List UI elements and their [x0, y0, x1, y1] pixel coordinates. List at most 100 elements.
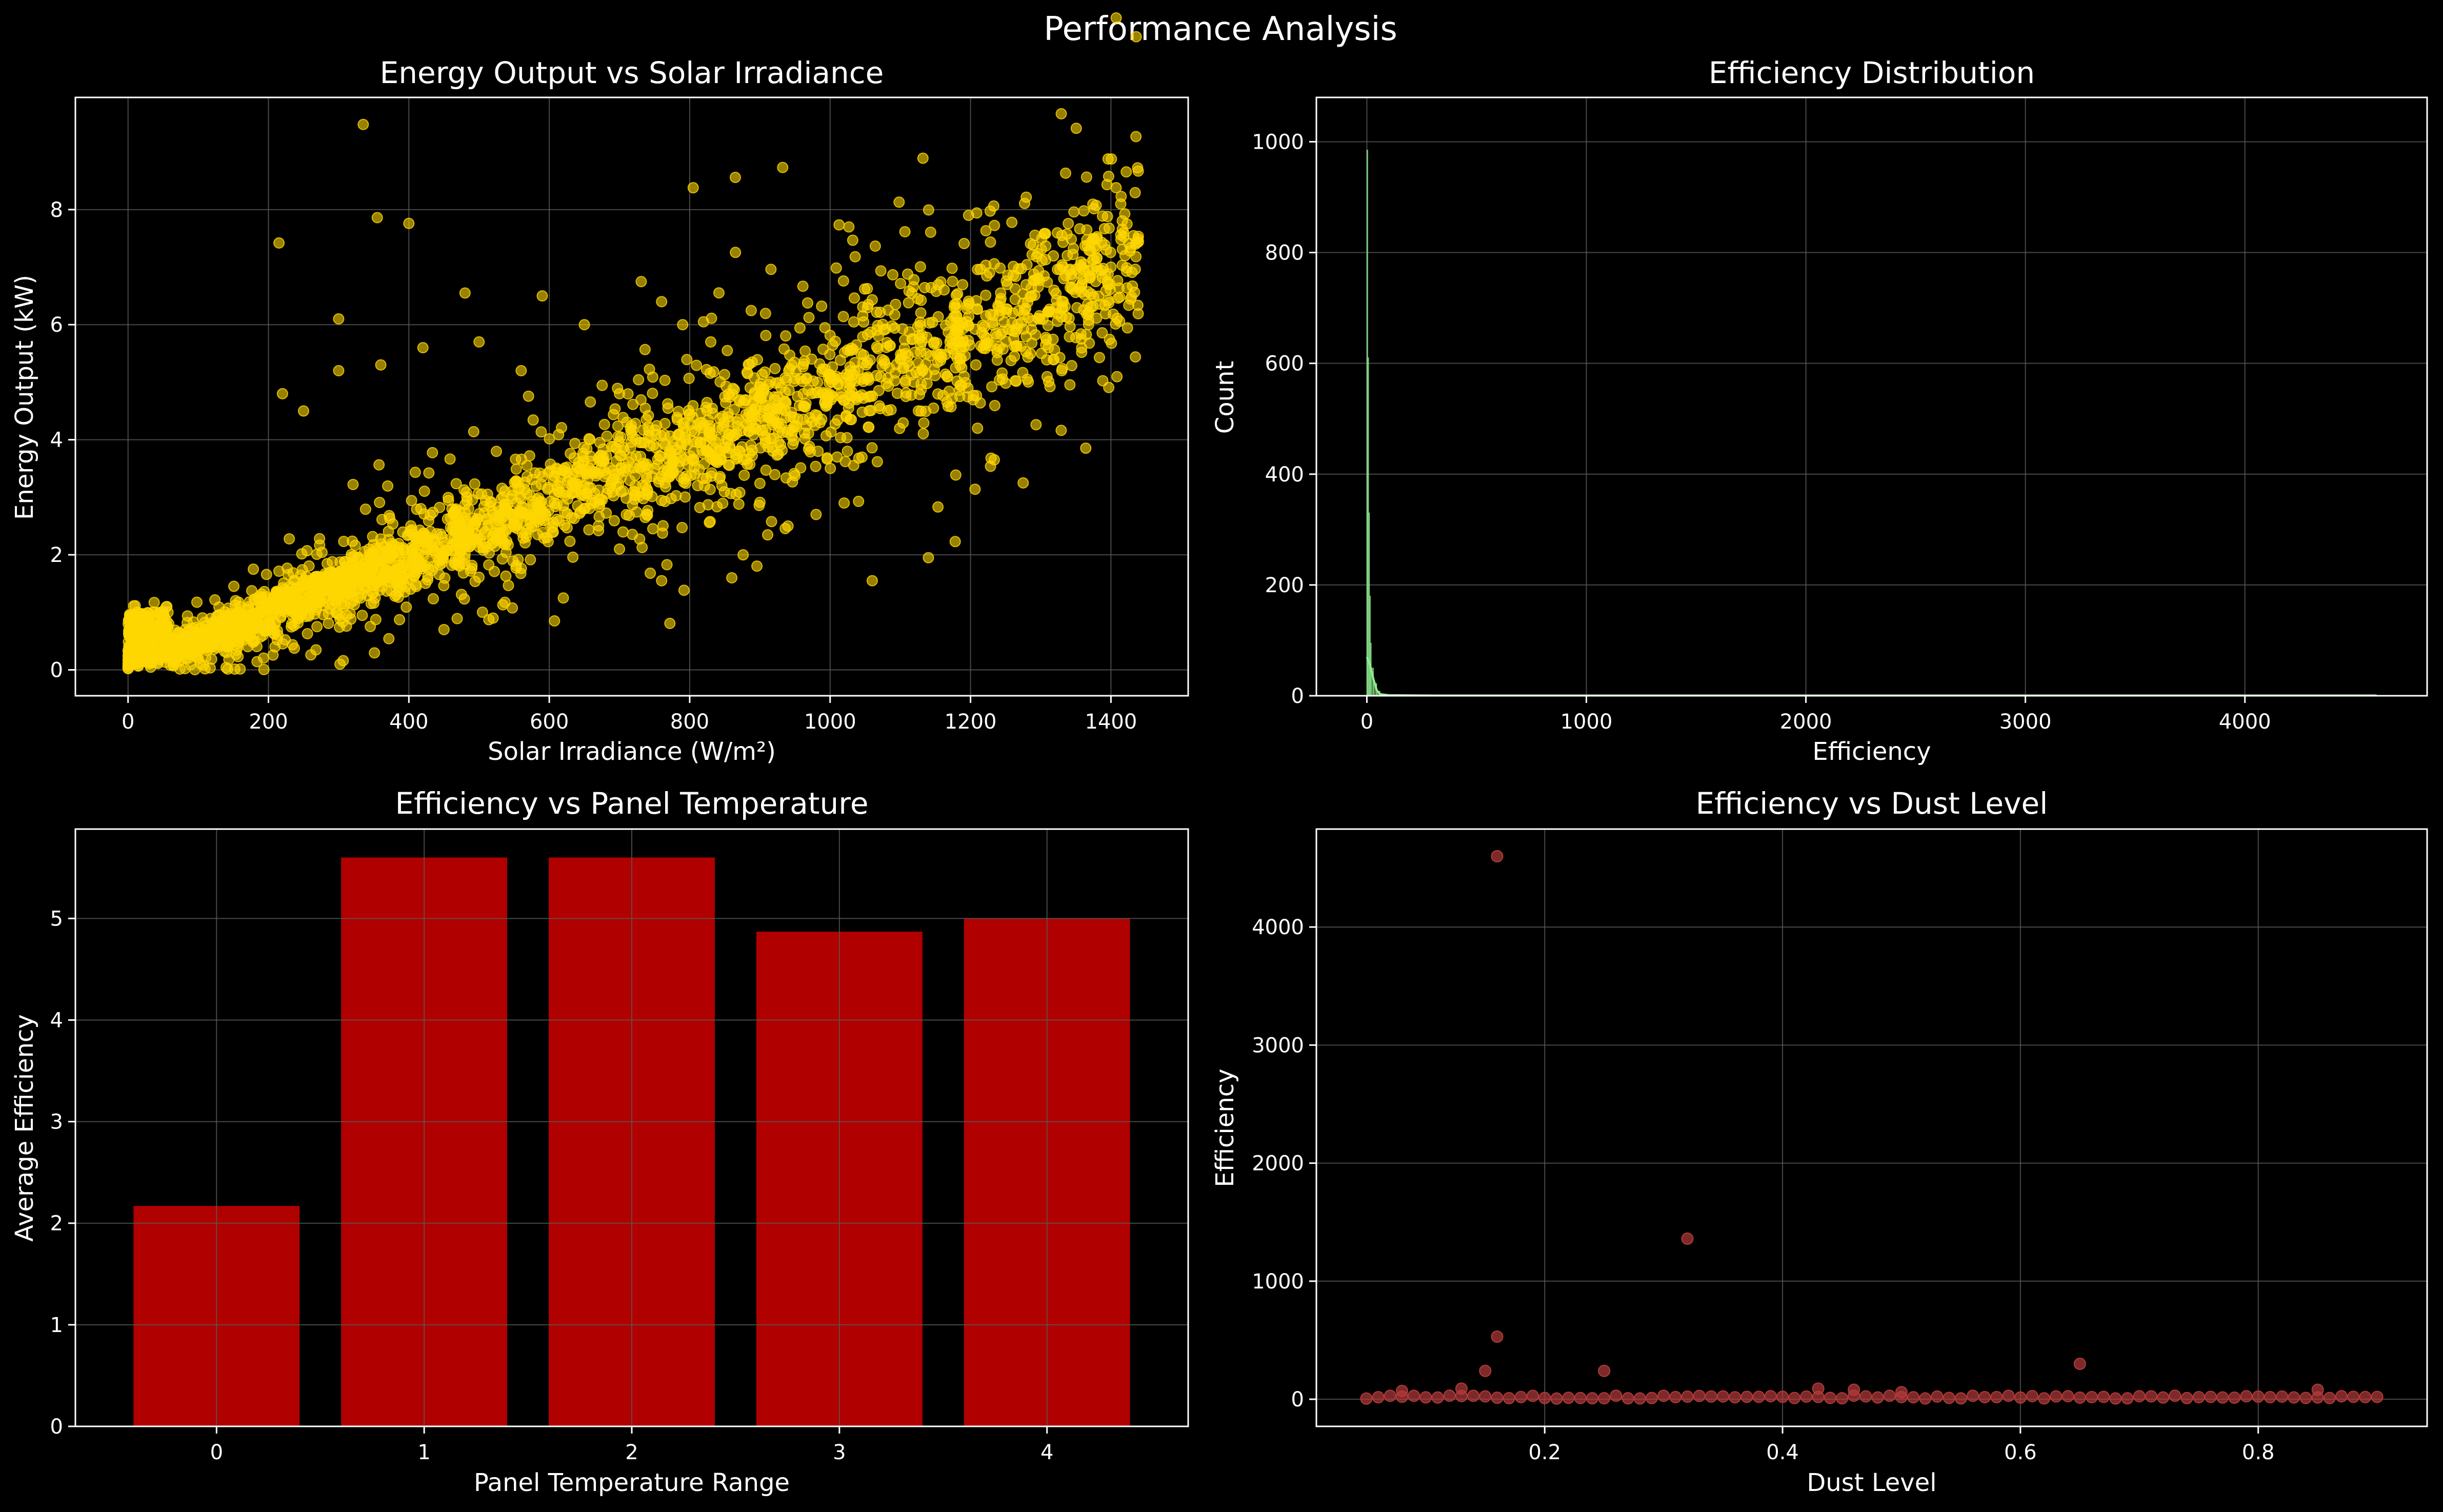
scatter-point: [629, 486, 641, 498]
scatter-point: [873, 400, 885, 412]
scatter-point: [459, 499, 471, 511]
scatter-point: [1954, 1392, 1967, 1405]
scatter-point: [1035, 244, 1047, 255]
scatter-point: [845, 365, 856, 376]
scatter-point: [1102, 211, 1113, 223]
scatter-point: [766, 516, 777, 528]
scatter-point: [1574, 1392, 1587, 1404]
scatter-point: [557, 465, 569, 476]
scatter-point: [578, 319, 590, 331]
scatter-point: [633, 374, 645, 386]
scatter-point: [991, 354, 1003, 366]
scatter-point: [1705, 1390, 1717, 1403]
scatter-point: [1645, 1392, 1658, 1404]
scatter-point: [795, 462, 807, 474]
scatter-point: [423, 467, 435, 479]
scatter-point: [678, 476, 690, 488]
scatter-point: [1064, 379, 1076, 391]
scatter-point: [399, 586, 411, 598]
scatter-point: [248, 563, 259, 575]
y-tick-label: 0: [1291, 684, 1304, 708]
scatter-point: [825, 426, 837, 438]
scatter-point: [900, 391, 912, 402]
scatter-point: [950, 469, 962, 481]
scatter-point: [1080, 442, 1092, 454]
scatter-point: [456, 511, 468, 523]
x-axis-label: Efficiency: [1812, 737, 1931, 766]
scatter-point: [661, 559, 673, 571]
scatter-point: [1895, 1386, 1908, 1399]
scatter-point: [1479, 1390, 1492, 1403]
scatter-point: [927, 316, 938, 328]
scatter-point: [797, 280, 809, 292]
scatter-point: [515, 365, 527, 377]
scatter-point: [272, 625, 284, 637]
scatter-point: [1848, 1383, 1860, 1396]
scatter-point: [925, 226, 936, 238]
scatter-point: [723, 415, 734, 427]
panel-title: Energy Output vs Solar Irradiance: [380, 55, 884, 90]
scatter-point: [708, 366, 719, 378]
scatter-point: [623, 456, 634, 468]
scatter-point: [711, 457, 723, 469]
scatter-point: [754, 381, 766, 393]
scatter-point: [1132, 162, 1144, 174]
scatter-point: [871, 341, 883, 353]
scatter-point: [716, 480, 728, 492]
scatter-point: [558, 519, 570, 531]
scatter-point: [952, 288, 964, 300]
x-tick-label: 600: [530, 710, 569, 734]
scatter-point: [261, 569, 272, 580]
scatter-point: [1087, 264, 1098, 276]
scatter-point: [1115, 229, 1127, 241]
scatter-point: [536, 290, 548, 302]
scatter-point: [923, 552, 934, 563]
scatter-point: [142, 607, 154, 619]
scatter-point: [323, 567, 335, 578]
scatter-point: [383, 633, 395, 644]
scatter-point: [413, 535, 425, 547]
y-tick-label: 2: [50, 543, 63, 567]
scatter-point: [698, 419, 710, 431]
scatter-point: [1752, 1390, 1765, 1403]
y-tick-label: 1000: [1252, 130, 1304, 154]
scatter-point: [1990, 1390, 2003, 1403]
scatter-point: [512, 515, 524, 527]
scatter-point: [499, 502, 511, 514]
scatter-point: [720, 380, 732, 392]
scatter-point: [775, 439, 787, 451]
scatter-point: [920, 348, 932, 359]
scatter-point: [647, 371, 658, 383]
scatter-point: [816, 300, 828, 312]
scatter-point: [1020, 346, 1032, 357]
scatter-point: [585, 396, 596, 408]
scatter-points: [1360, 850, 2384, 1405]
y-tick-label: 1000: [1252, 1270, 1304, 1294]
scatter-point: [713, 287, 725, 299]
scatter-point: [863, 421, 875, 433]
scatter-point: [744, 448, 755, 459]
x-tick-label: 4: [1040, 1441, 1053, 1464]
scatter-point: [246, 614, 257, 626]
x-ticks: 0 1000 2000 3000 4000: [1360, 696, 2271, 734]
scatter-point: [635, 394, 647, 406]
scatter-point: [466, 559, 478, 571]
scatter-point: [963, 319, 974, 331]
scatter-point: [549, 615, 560, 627]
scatter-point: [444, 453, 456, 465]
scatter-point: [419, 577, 431, 589]
x-tick-label: 2000: [1780, 710, 1832, 734]
x-tick-label: 3000: [1999, 710, 2052, 734]
scatter-point: [614, 388, 626, 399]
scatter-point: [384, 512, 395, 524]
scatter-point: [1431, 1391, 1444, 1404]
scatter-point: [803, 312, 815, 324]
scatter-point: [915, 307, 927, 319]
x-tick-label: 200: [249, 710, 288, 734]
scatter-point: [1096, 327, 1108, 339]
scatter-point: [673, 406, 685, 417]
scatter-point: [223, 602, 234, 614]
scatter-point: [1059, 300, 1071, 312]
scatter-point: [1871, 1391, 1884, 1404]
